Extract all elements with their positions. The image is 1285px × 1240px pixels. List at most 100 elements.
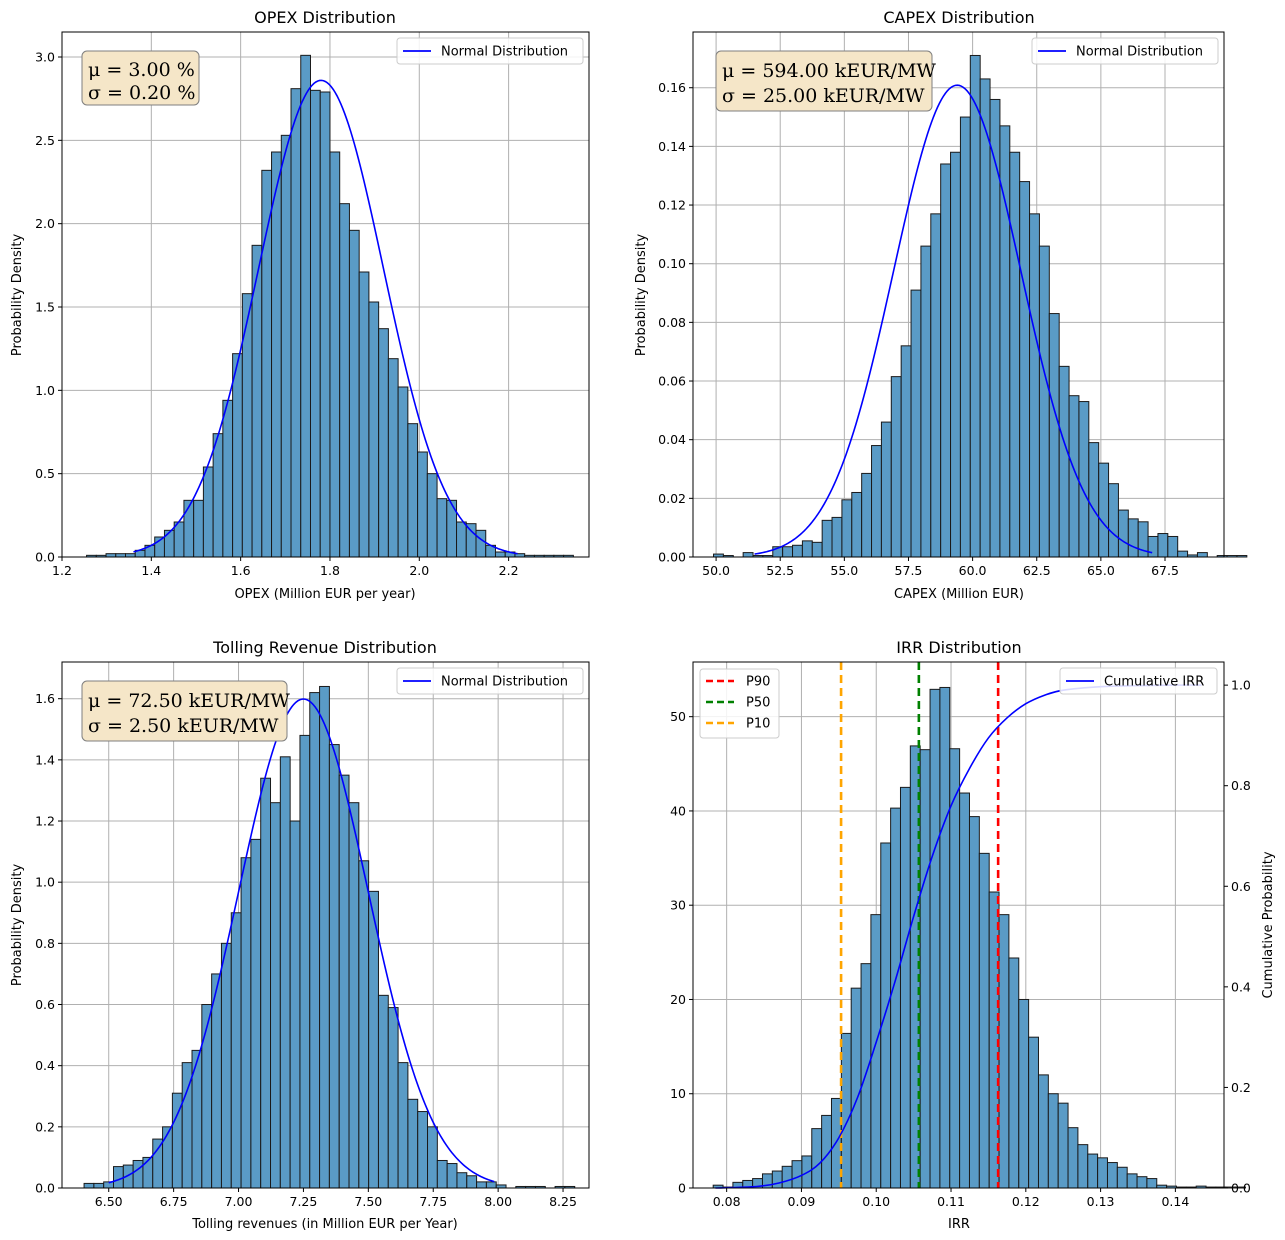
capex-histogram-bar — [742, 552, 754, 558]
opex-histogram-bar — [300, 54, 311, 558]
opex-histogram-bar — [309, 89, 321, 558]
irr-x-tick-label: 0.13 — [1087, 1194, 1115, 1209]
capex-y-tick-label: 0.00 — [658, 550, 686, 565]
opex-axes-frame — [61, 31, 590, 558]
opex-histogram-bar — [348, 229, 360, 558]
irr-y-ticks: 0 10 20 30 40 50 — [670, 709, 693, 1196]
capex-histogram-bar — [1147, 535, 1159, 558]
capex-histogram-bar — [1088, 442, 1100, 558]
capex-histogram-bar — [880, 421, 892, 558]
tolling-histogram-bar — [466, 1175, 478, 1189]
capex-y-tick-label: 0.06 — [658, 374, 686, 389]
tolling-x-label: Tolling revenues (in Million EUR per Yea… — [191, 1217, 458, 1232]
capex-histogram-bar — [890, 376, 902, 558]
irr-x-tick-label: 0.12 — [1012, 1194, 1040, 1209]
capex-y-tick-label: 0.12 — [658, 198, 686, 213]
tolling-histogram-bar — [299, 734, 311, 1189]
capex-x-tick-label: 50.0 — [702, 563, 730, 578]
tolling-y-tick-label: 0.4 — [35, 1058, 55, 1073]
capex-histogram-bar — [1157, 533, 1169, 558]
tolling-histogram-bar — [407, 1098, 419, 1189]
opex-x-tick-label: 1.6 — [231, 563, 251, 578]
opex-y-tick-label: 3.0 — [35, 50, 55, 65]
opex-legend-label: Normal Distribution — [441, 45, 568, 60]
capex-histogram-bar — [930, 213, 942, 558]
opex-histogram-bar — [368, 301, 380, 558]
opex-y-tick-label: 0.5 — [35, 466, 55, 481]
tolling-histogram-bar — [436, 1159, 448, 1189]
tolling-histogram-bar — [417, 1111, 429, 1189]
capex-histogram-bar — [1117, 509, 1129, 558]
tolling-legend-label: Normal Distribution — [441, 675, 568, 690]
capex-histogram-bar — [920, 245, 932, 558]
irr-histogram-bar — [880, 842, 892, 1189]
tolling-histogram-bar — [113, 1166, 124, 1189]
tolling-histogram-bar — [201, 1004, 213, 1189]
tolling-axes-frame — [61, 661, 590, 1189]
tolling-histogram-bar — [328, 744, 340, 1189]
opex-histogram-bar — [494, 551, 506, 558]
irr-x-tick-label: 0.11 — [937, 1194, 965, 1209]
tolling-y-tick-label: 0.6 — [35, 997, 55, 1012]
tolling-y-label: Probability Density — [10, 864, 25, 987]
irr-histogram-bar — [899, 786, 911, 1189]
irr-y2-tick-label: 0.6 — [1231, 879, 1251, 894]
capex-x-tick-label: 65.0 — [1087, 563, 1115, 578]
tolling-normal-curve — [108, 698, 495, 1184]
irr-histogram-bar — [959, 792, 970, 1189]
tolling-histogram-bar — [377, 994, 389, 1189]
tolling-histogram-bar — [220, 942, 232, 1189]
capex-y-ticks: 0.00 0.02 0.04 0.06 0.08 0.10 0.12 0.14 0.16 — [658, 80, 693, 565]
tolling-histogram-bar — [368, 890, 379, 1189]
irr-histogram-bar — [929, 688, 941, 1189]
capex-stat-sigma: σ = 25.00 kEUR/MW — [722, 85, 925, 107]
opex-x-tick-label: 2.0 — [409, 563, 429, 578]
tolling-histogram-bar — [289, 820, 301, 1189]
capex-histogram-bar — [1078, 401, 1090, 558]
tolling-stat-box: μ = 72.50 kEUR/MW σ = 2.50 kEUR/MW — [81, 680, 290, 742]
capex-x-tick-label: 67.5 — [1151, 563, 1179, 578]
irr-x-label: IRR — [948, 1217, 970, 1232]
tolling-histogram-bar — [93, 1182, 105, 1189]
irr-y2-tick-label: 0.4 — [1231, 979, 1251, 994]
tolling-y-tick-label: 0.0 — [35, 1181, 55, 1196]
irr-histogram-bar — [890, 807, 901, 1189]
irr-axes-frame — [692, 661, 1225, 1189]
irr-y-tick-label: 20 — [670, 992, 686, 1007]
tolling-y-tick-label: 1.0 — [35, 875, 55, 890]
irr-y2-tick-label: 0.0 — [1231, 1181, 1251, 1196]
tolling-x-tick-label: 6.50 — [95, 1194, 123, 1209]
irr-x-tick-label: 0.08 — [713, 1194, 741, 1209]
capex-histogram-bar — [1019, 181, 1031, 558]
tolling-x-tick-label: 7.75 — [419, 1194, 447, 1209]
opex-y-tick-label: 2.5 — [35, 133, 55, 148]
capex-histogram-bar — [1177, 550, 1189, 558]
tolling-histogram-bar — [309, 692, 321, 1189]
opex-y-tick-label: 1.5 — [35, 300, 55, 315]
capex-histogram-bar — [782, 546, 794, 558]
capex-histogram-bar — [979, 78, 991, 558]
opex-chart: OPEX Distribution 1.2 1.4 1.6 1.8 2.0 2.2 0.0… — [10, 8, 590, 602]
capex-histogram-bar — [1029, 213, 1040, 558]
tolling-title: Tolling Revenue Distribution — [212, 638, 437, 657]
irr-histogram-bar — [1097, 1157, 1108, 1189]
capex-histogram-bar — [831, 516, 843, 558]
irr-histogram-bar — [1146, 1178, 1158, 1189]
tolling-histogram-bar — [348, 802, 360, 1189]
capex-histogram-bar — [861, 472, 873, 558]
opex-histogram-bar — [290, 88, 302, 558]
irr-histogram-bar — [968, 816, 980, 1189]
irr-y-tick-label: 40 — [670, 803, 686, 818]
tolling-y-tick-label: 1.2 — [35, 814, 55, 829]
irr-legend-cdf: Cumulative IRR — [1104, 675, 1204, 690]
tolling-histogram-bar — [230, 912, 242, 1189]
capex-title: CAPEX Distribution — [883, 8, 1034, 27]
capex-histogram — [713, 54, 1248, 558]
opex-y-tick-label: 0.0 — [35, 550, 55, 565]
irr-histogram-bar — [1235, 1186, 1246, 1189]
tolling-y-ticks: 0.0 0.2 0.4 0.6 0.8 1.0 1.2 1.4 1.6 — [35, 691, 62, 1196]
opex-histogram — [86, 54, 574, 558]
capex-histogram-bar — [999, 125, 1011, 558]
irr-percentile-lines — [839, 662, 1000, 1188]
tolling-x-tick-label: 8.00 — [484, 1194, 512, 1209]
